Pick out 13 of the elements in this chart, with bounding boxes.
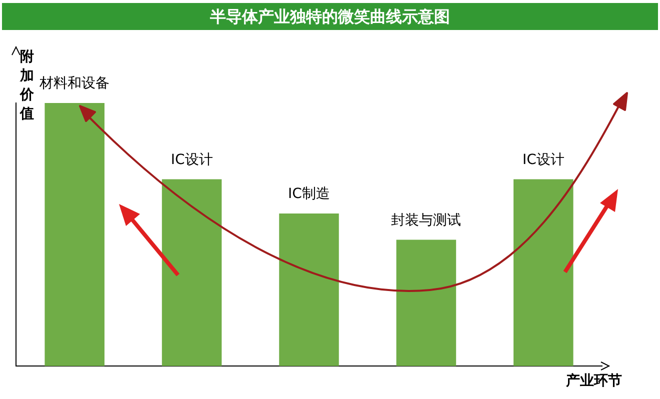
bar: [279, 213, 339, 366]
y-axis-title: 附加价值: [19, 48, 35, 124]
bar: [514, 179, 574, 366]
chart-title: 半导体产业独特的微笑曲线示意图: [2, 3, 658, 30]
x-tick-label: IC设计: [170, 152, 213, 168]
x-tick-label: 封装与测试: [391, 212, 462, 228]
x-tick-label: IC设计: [522, 152, 564, 168]
bar: [162, 179, 222, 366]
bar: [44, 103, 104, 366]
x-tick-label: 材料和设备: [38, 76, 110, 92]
x-axis-title: 产业环节: [566, 372, 622, 390]
bar: [396, 240, 456, 366]
x-tick-label: IC制造: [288, 186, 330, 202]
